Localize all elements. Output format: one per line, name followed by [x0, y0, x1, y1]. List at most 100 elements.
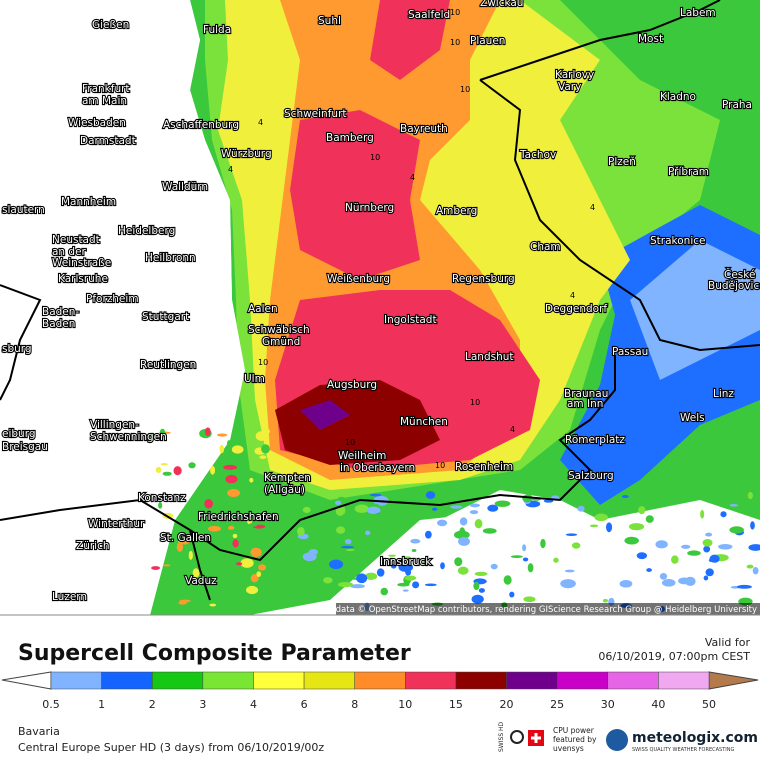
city-label: Braunau [564, 388, 608, 400]
city-label: Strakonice [650, 235, 705, 247]
speckle [162, 471, 172, 476]
speckle [636, 552, 648, 560]
city-label: Vaduz [185, 575, 217, 587]
speckle [188, 550, 193, 560]
city-label: Konstanz [138, 492, 186, 504]
legend-label: 6 [301, 698, 308, 711]
speckle [219, 444, 225, 454]
speckle [671, 555, 679, 564]
speckle [659, 573, 668, 580]
legend-label: 10 [398, 698, 412, 711]
city-label: am Inn [567, 398, 603, 410]
city-label: Neustadt [52, 234, 100, 246]
speckle [736, 584, 752, 589]
city-label: Gmünd [262, 336, 300, 348]
tagline: SWISS QUALITY WEATHER FORECASTING [632, 747, 734, 753]
speckle [180, 538, 190, 545]
city-label: Augsburg [327, 379, 377, 391]
speckle [225, 474, 238, 484]
contour-label: 10 [345, 438, 355, 447]
speckle [232, 533, 238, 539]
speckle [422, 561, 427, 565]
speckle [338, 581, 354, 588]
speckle [335, 500, 342, 506]
speckle [729, 526, 744, 534]
speckle [215, 563, 227, 573]
speckle [397, 582, 410, 587]
speckle [364, 572, 378, 580]
speckle [163, 564, 171, 567]
city-label: Reutlingen [140, 359, 196, 371]
speckle [564, 569, 575, 573]
speckle [231, 445, 244, 454]
contour-label: 4 [410, 173, 415, 182]
speckle [178, 540, 184, 543]
speckle [681, 544, 691, 549]
speckle [256, 571, 262, 577]
speckle [431, 510, 438, 516]
speckle [344, 539, 352, 545]
legend-swatch [405, 671, 457, 690]
speckle [490, 563, 498, 570]
city-label: St. Gallen [160, 532, 211, 544]
speckle [158, 502, 163, 509]
city-label: Zwickau [480, 0, 523, 9]
speckle [602, 598, 609, 603]
speckle [487, 504, 499, 512]
city-label: Landshut [465, 351, 514, 363]
city-label: Passau [612, 346, 648, 358]
speckle [329, 559, 344, 570]
speckle [261, 428, 270, 435]
speckle [364, 530, 371, 536]
valid-label: Valid for [705, 636, 751, 649]
speckle [404, 575, 417, 581]
speckle [248, 523, 258, 527]
speckle [638, 506, 646, 515]
city-label: Ingolstadt [384, 314, 437, 326]
brand: meteologix.com [632, 730, 758, 746]
speckle [369, 493, 382, 497]
brand-logo [606, 729, 628, 751]
speckle [606, 522, 613, 533]
speckle [155, 466, 162, 473]
city-label: Luzern [52, 591, 87, 603]
model-run: Central Europe Super HD (3 days) from 06… [18, 741, 324, 754]
legend-swatch [202, 671, 254, 690]
speckle [746, 564, 754, 569]
city-label: Baden [42, 318, 75, 330]
city-label: Fulda [203, 24, 231, 36]
speckle [705, 532, 713, 537]
legend-label: 1 [98, 698, 105, 711]
speckle [474, 519, 483, 529]
speckle [388, 554, 396, 557]
field-red [290, 110, 420, 280]
speckle [424, 583, 437, 587]
speckle [522, 544, 527, 552]
city-label: Vary [558, 81, 581, 93]
speckle [494, 500, 511, 507]
speckle [478, 588, 485, 593]
speckle [454, 557, 463, 567]
city-label: Wiesbaden [68, 117, 126, 129]
speckle [540, 538, 546, 549]
speckle [227, 440, 232, 447]
speckle [380, 587, 389, 596]
city-label: Bamberg [326, 132, 374, 144]
speckle [747, 492, 753, 500]
contour-label: 4 [228, 165, 233, 174]
city-label: Darmstadt [80, 135, 136, 147]
border [189, 529, 211, 601]
city-label: Baden- [42, 306, 79, 318]
speckle [366, 506, 381, 515]
speckle [709, 554, 720, 563]
legend-arrow-low [1, 671, 52, 690]
speckle [459, 517, 468, 526]
legend-label: 3 [199, 698, 206, 711]
speckle [192, 568, 200, 578]
speckle [249, 477, 254, 483]
city-label: München [400, 416, 448, 428]
badge: SWISS HD [498, 721, 505, 752]
speckle [523, 596, 536, 603]
speckle [571, 542, 581, 549]
